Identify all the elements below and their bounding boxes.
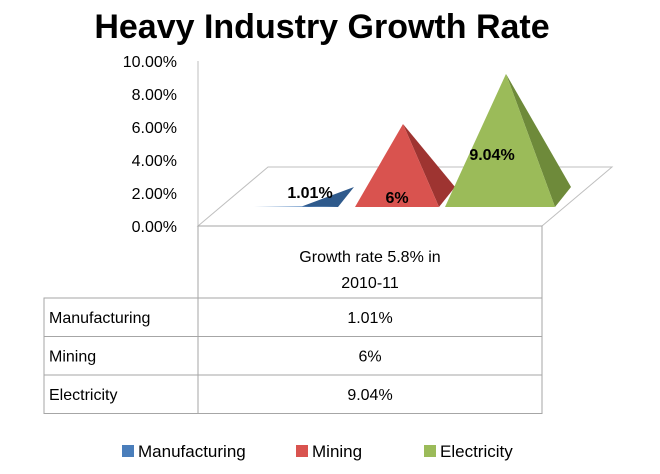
chart-title: Heavy Industry Growth Rate: [94, 8, 549, 46]
y-tick-label: 4.00%: [132, 153, 177, 170]
table-row-name: Electricity: [49, 387, 117, 404]
legend-swatch: [424, 445, 436, 457]
table-header-line: Growth rate 5.8% in: [299, 249, 440, 266]
table-row-name: Mining: [49, 349, 96, 366]
table-row-value: 9.04%: [347, 387, 392, 404]
data-table: Growth rate 5.8% in 2010-11 Manufacturing 1…: [43, 225, 543, 414]
legend-label: Mining: [312, 442, 362, 461]
data-label: 1.01%: [287, 185, 332, 202]
legend-swatch: [296, 445, 308, 457]
table-row-value: 6%: [358, 349, 381, 366]
y-tick-label: 10.00%: [123, 54, 177, 71]
pyramid-front: [254, 206, 338, 207]
y-tick-label: 2.00%: [132, 186, 177, 203]
pyramid-front: [355, 124, 439, 207]
table-header-line: 2010-11: [341, 275, 399, 292]
table-row-value: 1.01%: [347, 310, 392, 327]
y-tick-label: 0.00%: [132, 219, 177, 236]
pyramid-front: [445, 73, 555, 207]
y-tick-label: 8.00%: [132, 87, 177, 104]
data-label: 9.04%: [469, 147, 514, 164]
pyramid-side: [403, 124, 455, 207]
legend: Manufacturing Mining Electricity: [122, 442, 513, 461]
legend-label: Electricity: [440, 442, 513, 461]
plot-area: 1.01% 6% 9.04%: [254, 73, 571, 207]
pyramid-side: [506, 73, 571, 207]
legend-swatch: [122, 445, 134, 457]
table-row-name: Manufacturing: [49, 310, 150, 327]
legend-label: Manufacturing: [138, 442, 246, 461]
y-axis: 0.00% 2.00% 4.00% 6.00% 8.00% 10.00%: [123, 54, 199, 236]
table-row-value-cell: [197, 374, 543, 414]
y-tick-label: 6.00%: [132, 120, 177, 137]
data-label: 6%: [385, 190, 408, 207]
pyramid-side: [302, 187, 354, 207]
